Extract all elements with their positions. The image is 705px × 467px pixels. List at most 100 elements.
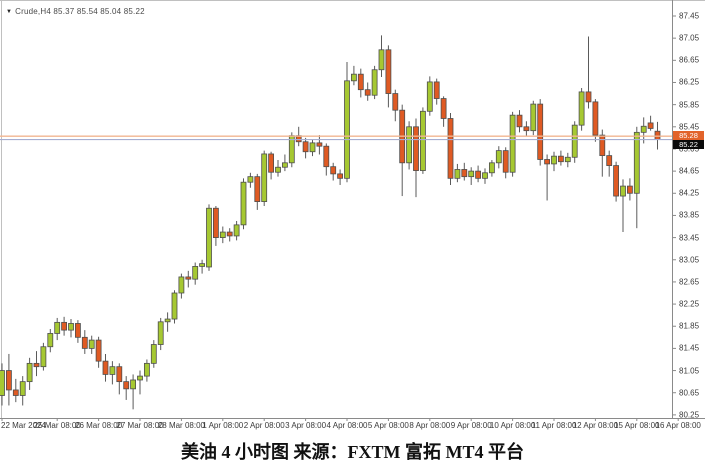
price-tick-label: 84.65	[679, 166, 700, 176]
bull-candle	[247, 176, 254, 183]
bear-candle	[185, 276, 192, 280]
bear-candle	[654, 130, 661, 140]
bull-candle	[564, 156, 571, 163]
price-tick-label: 80.65	[679, 388, 700, 398]
bear-candle	[33, 362, 40, 368]
time-tick-label: 11 Apr 08:00	[531, 421, 577, 430]
bear-candle	[116, 366, 123, 383]
symbol-readout: ▼ Crude,H4 85.37 85.54 85.04 85.22	[6, 7, 145, 16]
bull-candle	[261, 153, 268, 202]
time-tick-label: 16 Apr 08:00	[655, 421, 701, 430]
bull-candle	[309, 142, 316, 153]
bull-candle	[419, 110, 426, 171]
bull-candle	[454, 169, 461, 179]
bull-candle	[178, 276, 185, 294]
bull-candle	[620, 185, 626, 197]
bull-candle	[164, 318, 171, 323]
bull-candle	[137, 375, 143, 381]
bear-candle	[433, 81, 440, 99]
caption-text: 美油 4 小时图 来源：FXTM 富拓 MT4 平台	[181, 442, 524, 462]
bear-candle	[81, 336, 88, 349]
price-tick-label: 83.45	[679, 233, 700, 243]
bear-candle	[75, 323, 81, 338]
bull-candle	[88, 339, 95, 349]
bull-candle	[206, 207, 212, 268]
bear-candle	[627, 185, 633, 194]
bull-candle	[406, 126, 413, 164]
bear-candle	[516, 114, 523, 128]
bear-candle	[330, 166, 337, 175]
bear-candle	[558, 155, 564, 163]
bear-candle	[212, 207, 219, 239]
bull-candle	[571, 124, 578, 158]
bear-candle	[95, 339, 102, 362]
time-tick-label: 5 Apr 08:00	[367, 421, 409, 430]
bear-candle	[316, 142, 323, 147]
bear-candle	[606, 155, 613, 166]
bear-candle	[364, 89, 371, 96]
bear-candle	[447, 118, 454, 179]
bear-candle	[599, 134, 606, 157]
bull-candle	[578, 91, 585, 126]
bull-candle	[19, 381, 26, 396]
bear-candle	[254, 176, 261, 202]
bull-candle	[219, 231, 226, 238]
time-tick-label: 9 Apr 08:00	[450, 421, 492, 430]
time-tick-label: 1 Apr 08:00	[202, 421, 244, 430]
time-tick-label: 10 Apr 08:00	[489, 421, 536, 430]
time-tick-label: 22 Mar 2024	[1, 421, 46, 430]
bear-candle	[392, 93, 399, 111]
price-tick-label: 82.65	[679, 277, 700, 287]
price-tick-label: 83.05	[679, 255, 700, 265]
bear-candle	[323, 145, 330, 168]
bull-candle	[109, 366, 116, 375]
time-tick-label: 12 Apr 08:00	[572, 421, 619, 430]
bull-candle	[240, 181, 247, 226]
bull-candle	[468, 170, 475, 178]
bull-candle	[495, 150, 502, 164]
symbol-dropdown-icon[interactable]: ▼	[6, 9, 13, 15]
time-tick-label: 25 Mar 08:00	[33, 421, 81, 430]
bull-candle	[47, 333, 54, 348]
bear-candle	[123, 381, 130, 390]
bull-candle	[640, 125, 647, 133]
price-tick-label: 87.45	[679, 11, 700, 21]
bear-candle	[337, 173, 344, 179]
price-tick-label: 85.85	[679, 100, 700, 110]
bull-candle	[143, 362, 150, 377]
bull-candle	[171, 292, 178, 320]
time-tick-label: 4 Apr 08:00	[326, 421, 368, 430]
bull-candle	[281, 162, 288, 168]
time-tick-label: 8 Apr 08:00	[409, 421, 451, 430]
bull-candle	[157, 321, 164, 345]
bull-candle	[150, 344, 157, 364]
bear-candle	[6, 370, 12, 391]
bear-candle	[226, 231, 233, 237]
mt4-chart-window[interactable]: ▼ Crude,H4 85.37 85.54 85.04 85.22 87.45 8…	[0, 0, 705, 432]
time-tick-label: 15 Apr 08:00	[614, 421, 660, 430]
bear-candle	[440, 98, 447, 119]
bull-candle	[344, 80, 350, 179]
bull-candle	[68, 323, 74, 331]
time-tick-label: 27 Mar 08:00	[116, 421, 164, 430]
price-tick-label: 84.25	[679, 188, 700, 198]
bull-candle	[509, 114, 516, 173]
bull-candle	[530, 103, 537, 132]
bull-candle	[40, 346, 47, 368]
price-tick-label: 86.25	[679, 77, 700, 87]
price-tick-label: 83.85	[679, 210, 700, 220]
price-tick-label: 87.05	[679, 33, 700, 43]
price-tick-label: 85.45	[679, 122, 700, 132]
bear-candle	[461, 169, 468, 178]
bear-candle	[268, 153, 275, 173]
price-tick-label: 82.25	[679, 299, 700, 309]
bull-candle	[233, 224, 240, 237]
bear-candle	[102, 360, 109, 375]
time-tick-label: 26 Mar 08:00	[75, 421, 123, 430]
candlestick-chart[interactable]	[0, 0, 705, 432]
time-tick-label: 28 Mar 08:00	[157, 421, 205, 430]
bear-candle	[475, 170, 482, 179]
bear-candle	[413, 126, 419, 171]
bear-candle	[592, 101, 599, 136]
